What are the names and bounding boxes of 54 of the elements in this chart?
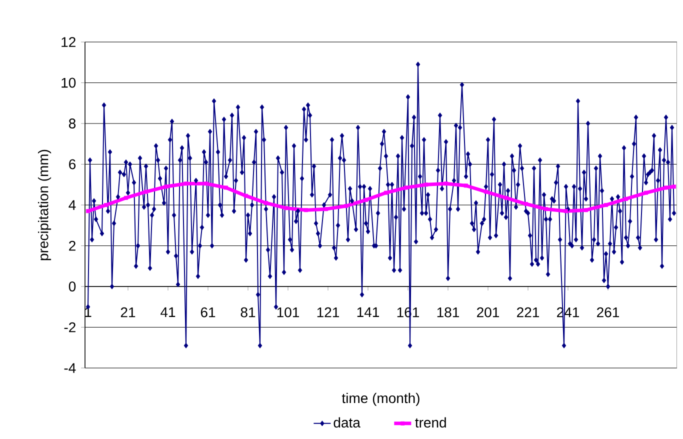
legend-label: trend	[415, 417, 446, 428]
point	[604, 203, 608, 207]
x-tick-label: 201	[477, 307, 500, 318]
point	[672, 184, 676, 189]
point	[144, 190, 148, 194]
y-tick-label: 4	[68, 200, 76, 210]
point	[624, 196, 628, 201]
y-axis-title: precipitation (mm)	[38, 150, 52, 260]
y-tick-label: 8	[68, 118, 76, 128]
x-tick-label: 61	[200, 307, 216, 318]
y-tick-label: 12	[62, 37, 76, 47]
point	[464, 184, 468, 188]
point	[264, 200, 268, 205]
point	[424, 182, 428, 187]
x-tick-label: 181	[437, 307, 460, 318]
y-tick-label: -4	[64, 363, 76, 373]
x-tick-label: 141	[357, 307, 379, 317]
point	[364, 198, 368, 202]
point	[484, 190, 488, 194]
y-tick-label: 10	[62, 78, 76, 88]
point	[224, 186, 228, 190]
point	[584, 208, 588, 212]
legend-label: data	[334, 417, 360, 428]
x-tick-label: 101	[277, 307, 299, 318]
y-tick-label: 6	[69, 159, 76, 170]
point	[664, 186, 668, 190]
x-tick-label: 261	[597, 307, 620, 318]
point	[184, 182, 188, 186]
x-tick-label: 21	[120, 307, 136, 318]
y-tick-label: 0	[68, 282, 76, 292]
x-axis-title: time (month)	[342, 392, 420, 406]
x-tick-label: 41	[160, 307, 176, 317]
point	[524, 202, 528, 206]
point	[244, 194, 248, 198]
point	[564, 209, 568, 214]
point	[124, 196, 128, 200]
x-tick-label: 121	[317, 307, 339, 318]
y-tick-label: -2	[64, 322, 76, 332]
point	[384, 190, 388, 195]
point	[344, 204, 348, 208]
point	[404, 186, 408, 190]
point	[544, 207, 548, 212]
point	[504, 196, 508, 200]
y-tick-label: 2	[69, 240, 76, 251]
point	[444, 182, 448, 186]
point	[86, 209, 90, 214]
point	[324, 207, 328, 212]
x-tick-label: 81	[240, 307, 256, 318]
point	[164, 184, 168, 189]
point	[104, 203, 108, 207]
x-tick-label: 221	[517, 307, 540, 318]
point	[284, 206, 288, 210]
point	[644, 190, 648, 195]
point	[204, 182, 208, 186]
